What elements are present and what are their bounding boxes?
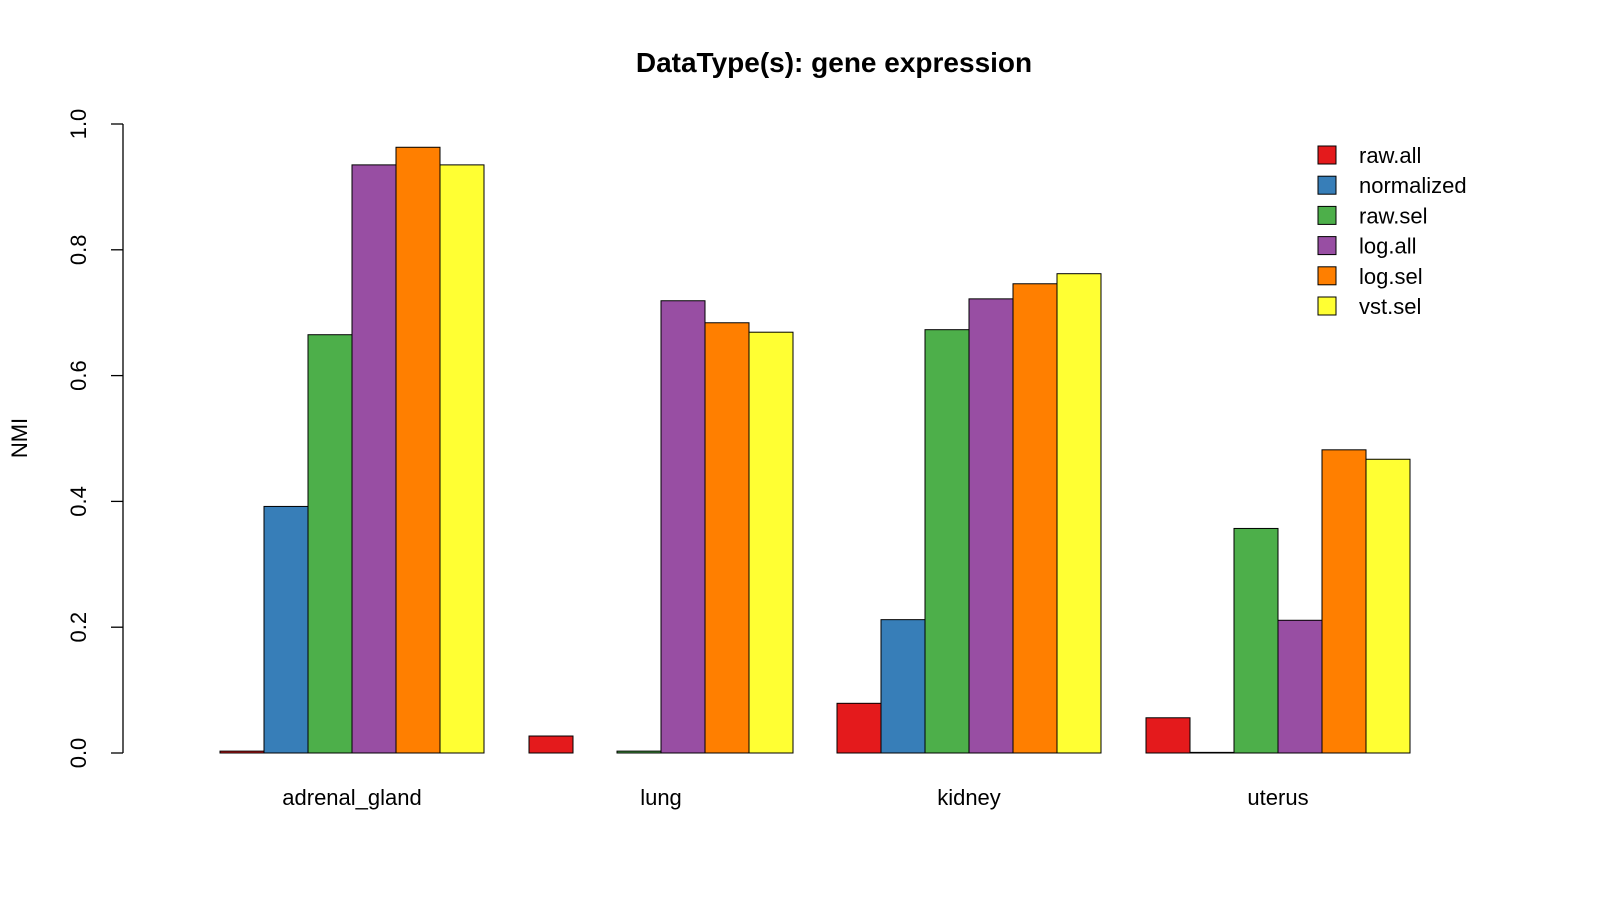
bar-kidney-log.all	[968, 298, 1014, 754]
bar-adrenal_gland-normalized	[263, 505, 309, 754]
bar-adrenal_gland-log.all	[351, 164, 397, 754]
x-axis-labels: adrenal_gland lung kidney uterus	[282, 785, 1308, 810]
legend-swatch	[1317, 296, 1337, 316]
bar-uterus-vst.sel	[1365, 458, 1411, 754]
y-tick-label: 0.4	[66, 486, 91, 517]
bar-adrenal_gland-vst.sel	[439, 164, 485, 754]
bar-lung-raw.sel	[616, 750, 662, 754]
y-axis: 0.0 0.2 0.4 0.6 0.8 1.0	[66, 109, 124, 769]
bar-kidney-raw.sel	[924, 329, 970, 754]
bar-kidney-raw.all	[836, 702, 882, 754]
legend-swatch	[1317, 205, 1337, 225]
bar-adrenal_gland-raw.all	[219, 750, 265, 754]
y-tick-label: 0.2	[66, 612, 91, 643]
bar-adrenal_gland-log.sel	[395, 146, 441, 754]
bar-uterus-raw.all	[1145, 717, 1191, 754]
x-category-label: kidney	[937, 785, 1001, 810]
legend-label: normalized	[1359, 173, 1467, 198]
y-tick-label: 0.0	[66, 738, 91, 769]
bar-lung-raw.all	[528, 735, 574, 754]
legend-swatch	[1317, 266, 1337, 286]
legend-label: raw.sel	[1359, 203, 1427, 228]
x-category-label: uterus	[1247, 785, 1308, 810]
bar-kidney-vst.sel	[1056, 273, 1102, 754]
legend-label: raw.all	[1359, 143, 1421, 168]
bar-kidney-log.sel	[1012, 283, 1058, 754]
bar-lung-log.sel	[704, 322, 750, 754]
y-tick-label: 0.6	[66, 360, 91, 391]
bar-uterus-log.all	[1277, 619, 1323, 754]
bar-uterus-normalized	[1189, 751, 1235, 754]
legend-label: log.sel	[1359, 264, 1423, 289]
legend-swatch	[1317, 236, 1337, 256]
bar-lung-vst.sel	[748, 331, 794, 754]
chart-title: DataType(s): gene expression	[636, 47, 1032, 78]
bar-kidney-normalized	[880, 619, 926, 754]
x-category-label: adrenal_gland	[282, 785, 421, 810]
legend-label: log.all	[1359, 234, 1416, 259]
legend-swatch	[1317, 175, 1337, 195]
legend-label: vst.sel	[1359, 294, 1421, 319]
bar-adrenal_gland-raw.sel	[307, 334, 353, 754]
y-tick-label: 0.8	[66, 235, 91, 266]
bar-uterus-log.sel	[1321, 449, 1367, 754]
y-tick-label: 1.0	[66, 109, 91, 140]
bars	[219, 146, 1411, 754]
legend: raw.all normalized raw.sel log.all log.sel vs…	[1317, 143, 1467, 319]
bar-uterus-raw.sel	[1233, 527, 1279, 754]
legend-swatch	[1317, 145, 1337, 165]
x-category-label: lung	[640, 785, 682, 810]
y-axis-label: NMI	[7, 418, 32, 458]
bar-lung-log.all	[660, 300, 706, 754]
